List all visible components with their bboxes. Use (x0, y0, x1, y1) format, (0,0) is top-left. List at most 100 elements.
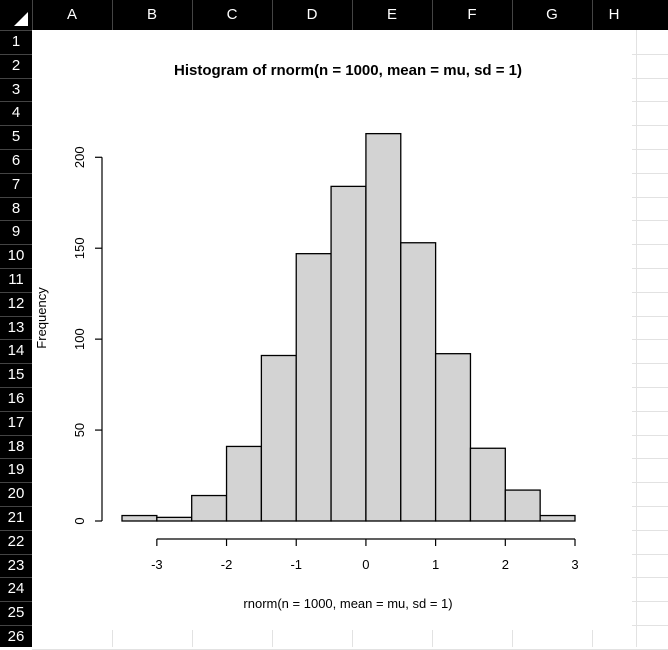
column-separator[interactable] (352, 0, 353, 30)
histogram-bar (400, 242, 437, 522)
histogram-bar (156, 516, 193, 522)
row-header-14[interactable]: 14 (7, 342, 25, 360)
column-separator[interactable] (192, 0, 193, 30)
row-separator[interactable] (0, 458, 32, 460)
row-separator[interactable] (0, 30, 32, 31)
row-header-column: 1 2 3 4 5 6 7 8 9 10 11 12 13 14 15 16 17 18 19 20 21 22 23 24 2… (0, 30, 32, 647)
histogram-bar (330, 185, 367, 522)
histogram-bar (121, 514, 158, 522)
column-header-a[interactable]: A (66, 6, 77, 23)
row-separator[interactable] (0, 149, 32, 150)
row-header-3[interactable]: 3 (11, 80, 21, 98)
column-separator[interactable] (512, 0, 513, 30)
histogram-chart[interactable]: Histogram of rnorm(n = 1000, mean = mu, … (32, 30, 632, 630)
row-header-22[interactable]: 22 (7, 532, 25, 550)
row-separator[interactable] (0, 363, 32, 365)
histogram-bar (504, 489, 541, 522)
row-header-4[interactable]: 4 (11, 104, 21, 122)
row-separator[interactable] (0, 482, 32, 484)
column-header-b[interactable]: B (146, 6, 157, 23)
row-header-12[interactable]: 12 (7, 294, 25, 312)
row-header-25[interactable]: 25 (7, 604, 25, 622)
histogram-svg: Histogram of rnorm(n = 1000, mean = mu, … (34, 62, 579, 611)
row-header-19[interactable]: 19 (7, 461, 25, 479)
histogram-bar (260, 354, 297, 522)
column-header-d[interactable]: D (306, 6, 318, 23)
row-separator[interactable] (0, 172, 32, 174)
column-separator[interactable] (32, 0, 33, 30)
row-separator[interactable] (0, 339, 32, 341)
row-separator[interactable] (0, 220, 32, 222)
y-tick-label: 0 (72, 517, 87, 524)
row-header-18[interactable]: 18 (7, 437, 25, 455)
x-tick-label: -3 (151, 557, 163, 572)
row-separator[interactable] (0, 506, 32, 507)
row-header-16[interactable]: 16 (7, 390, 25, 407)
row-header-21[interactable]: 21 (7, 509, 25, 526)
y-tick-label: 200 (72, 146, 87, 168)
row-header-10[interactable]: 10 (7, 247, 25, 265)
column-header-c[interactable]: C (226, 6, 238, 23)
x-tick-label: 0 (362, 557, 369, 572)
y-tick-label: 100 (72, 328, 87, 350)
histogram-bar (539, 514, 576, 522)
gridline-column (636, 30, 637, 647)
column-header-e[interactable]: E (386, 6, 397, 23)
row-separator[interactable] (0, 125, 32, 127)
column-separator[interactable] (272, 0, 273, 30)
x-axis-label: rnorm(n = 1000, mean = mu, sd = 1) (243, 596, 452, 611)
row-separator[interactable] (0, 625, 32, 626)
row-separator[interactable] (0, 268, 32, 269)
column-header-h[interactable]: H (608, 6, 620, 23)
row-header-11[interactable]: 11 (8, 271, 24, 288)
select-all-corner[interactable] (0, 0, 32, 30)
x-tick-label: 2 (502, 557, 509, 572)
histogram-bar (295, 253, 332, 522)
row-header-24[interactable]: 24 (7, 580, 25, 598)
column-header-row: A B C D E F G H (0, 0, 668, 30)
row-header-20[interactable]: 20 (7, 485, 25, 503)
histogram-bar (365, 132, 402, 522)
row-separator[interactable] (0, 387, 32, 388)
row-separator[interactable] (0, 101, 32, 103)
row-header-2[interactable]: 2 (11, 56, 21, 74)
row-header-9[interactable]: 9 (11, 223, 21, 241)
row-header-8[interactable]: 8 (11, 199, 21, 217)
row-separator[interactable] (0, 196, 32, 198)
column-header-f[interactable]: F (467, 6, 477, 23)
row-header-1[interactable]: 1 (11, 33, 21, 50)
histogram-bar (434, 353, 472, 522)
column-header-g[interactable]: G (546, 6, 558, 23)
row-separator[interactable] (0, 315, 32, 317)
row-header-5[interactable]: 5 (11, 128, 21, 146)
row-separator[interactable] (0, 529, 32, 531)
row-separator[interactable] (0, 410, 32, 412)
row-header-26[interactable]: 26 (7, 628, 25, 645)
y-tick-label: 150 (72, 237, 87, 259)
x-tick-label: -1 (290, 557, 302, 572)
histogram-bar (191, 494, 228, 522)
row-header-7[interactable]: 7 (11, 175, 21, 193)
row-separator[interactable] (0, 291, 32, 293)
row-separator[interactable] (0, 244, 32, 246)
row-separator[interactable] (0, 553, 32, 555)
row-header-6[interactable]: 6 (11, 152, 21, 169)
column-separator[interactable] (112, 0, 113, 30)
row-separator[interactable] (0, 53, 32, 55)
histogram-bar (469, 447, 506, 522)
column-separator[interactable] (432, 0, 433, 30)
histogram-bar (225, 445, 263, 522)
row-separator[interactable] (0, 601, 32, 603)
row-separator[interactable] (0, 77, 32, 79)
chart-title: Histogram of rnorm(n = 1000, mean = mu, … (174, 62, 522, 79)
row-header-23[interactable]: 23 (7, 556, 25, 574)
select-all-icon (14, 12, 28, 26)
row-separator[interactable] (0, 577, 32, 579)
row-separator[interactable] (0, 434, 32, 436)
y-tick-label: 50 (72, 423, 87, 437)
column-separator[interactable] (592, 0, 593, 30)
row-header-17[interactable]: 17 (7, 413, 25, 431)
x-tick-label: 3 (571, 557, 578, 572)
row-header-13[interactable]: 13 (7, 318, 25, 336)
row-header-15[interactable]: 15 (7, 366, 25, 384)
